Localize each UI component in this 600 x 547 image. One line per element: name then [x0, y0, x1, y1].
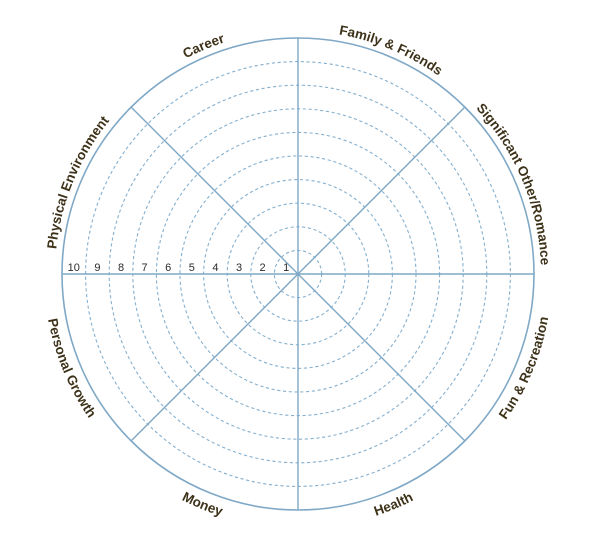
spokes: [62, 38, 534, 510]
spoke-4: [130, 106, 466, 442]
category-label-money: Money: [180, 489, 225, 519]
category-label-health: Health: [372, 489, 415, 518]
scale-label-10: 10: [68, 262, 80, 274]
category-label-physical-environment: Physical Environment: [44, 113, 112, 250]
scale-label-7: 7: [142, 262, 148, 274]
category-label-significant-other: Significant Other/Romance: [474, 100, 553, 266]
category-label-family-friends: Family & Friends: [338, 23, 445, 79]
scale-label-9: 9: [94, 262, 100, 274]
scale-label-8: 8: [118, 262, 124, 274]
scale-label-4: 4: [212, 262, 218, 274]
scale-labels: 10 9 8 7 6 5 4 3 2 1: [68, 262, 290, 274]
scale-label-1: 1: [283, 262, 289, 274]
category-label-personal-growth: Personal Growth: [45, 317, 99, 420]
scale-label-2: 2: [260, 262, 266, 274]
category-label-career: Career: [180, 31, 227, 62]
scale-label-3: 3: [236, 262, 242, 274]
category-label-fun-recreation: Fun & Recreation: [496, 315, 551, 422]
scale-label-6: 6: [165, 262, 171, 274]
scale-label-5: 5: [189, 262, 195, 274]
